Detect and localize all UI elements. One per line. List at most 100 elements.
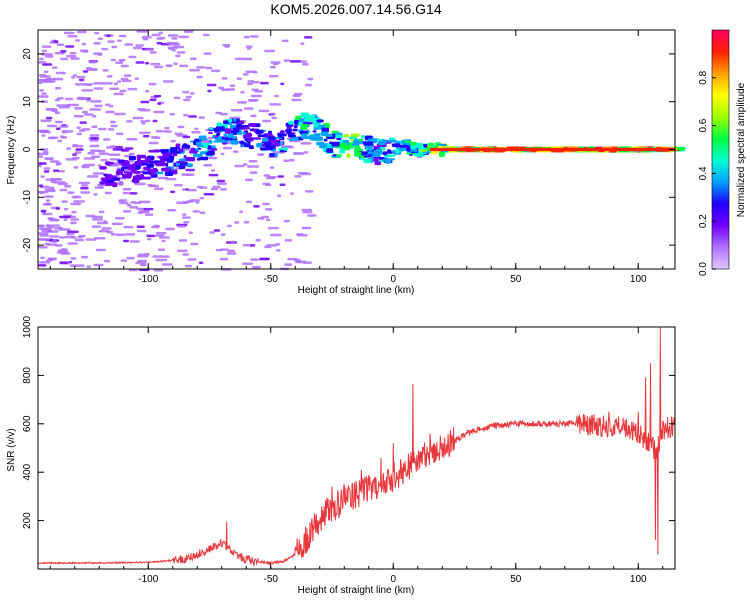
spectrogram-noise-cell: [248, 160, 258, 163]
spectrogram-noise-cell: [281, 145, 292, 148]
spectrogram-noise-cell: [176, 249, 188, 253]
spectrogram-ridge-cell: [354, 152, 362, 157]
spectrogram-noise-cell: [55, 71, 66, 75]
spectrogram-noise-cell: [302, 210, 313, 214]
spectrogram-noise-cell: [83, 163, 96, 167]
spectrogram-noise-cell: [38, 184, 44, 187]
spectrogram-noise-cell: [209, 231, 216, 234]
spectrogram-noise-cell: [117, 39, 122, 42]
spectrogram-noise-cell: [142, 135, 150, 138]
spectrogram-noise-cell: [161, 239, 166, 243]
spectrogram-noise-cell: [88, 60, 97, 64]
spectrogram-noise-cell: [218, 86, 225, 90]
spectrogram-noise-cell: [127, 87, 138, 91]
spectrogram-noise-cell: [91, 215, 103, 219]
spectrogram-noise-cell: [170, 190, 176, 194]
spectrogram-noise-cell: [220, 188, 227, 191]
spectrogram-noise-cell: [38, 164, 42, 168]
spectrogram-noise-cell: [303, 151, 309, 154]
spectrogram-noise-cell: [169, 113, 176, 116]
spectrogram-ridge-cell: [348, 144, 353, 148]
spectrogram-noise-cell: [40, 148, 49, 151]
spectrogram-noise-cell: [87, 152, 96, 155]
spectrogram-noise-cell: [38, 81, 43, 85]
spectrogram-noise-cell: [262, 182, 271, 186]
spectrogram-noise-cell: [247, 99, 257, 102]
spectrogram-noise-cell: [150, 136, 158, 139]
spectrogram-ridge-cell: [216, 139, 221, 143]
spectrogram-noise-cell: [181, 173, 190, 176]
spectrogram-noise-cell: [53, 40, 59, 43]
spectrogram-noise-cell: [100, 158, 108, 162]
spectrogram-ridge-cell: [277, 132, 283, 137]
spectrogram-ridge-cell: [200, 151, 207, 155]
spectrogram-ridge-cell: [418, 145, 422, 150]
spectrogram-noise-cell: [48, 258, 56, 261]
spectrogram-noise-cell: [207, 89, 212, 93]
spectrogram-noise-cell: [155, 234, 165, 237]
spectrogram-noise-cell: [128, 55, 137, 59]
spectrogram-noise-cell: [52, 66, 58, 69]
spectrogram-noise-cell: [106, 75, 113, 78]
spectrogram-ridge-cell: [105, 182, 114, 186]
spectrogram-ridge-cell: [208, 140, 213, 144]
spectrogram-noise-cell: [146, 234, 156, 238]
spectrogram-ridge-cell: [238, 120, 245, 125]
spectrogram-noise-cell: [160, 255, 170, 258]
spectrogram-noise-cell: [73, 115, 84, 118]
spectrogram-noise-cell: [156, 42, 163, 45]
spectrogram-noise-cell: [198, 116, 205, 119]
spectrogram-noise-cell: [245, 45, 253, 48]
x-tick-label: 100: [630, 574, 647, 585]
spectrogram-noise-cell: [230, 240, 236, 244]
spectrogram-ridge-cell: [301, 136, 310, 139]
spectrogram-ridge-cell: [305, 116, 315, 120]
spectrogram-noise-cell: [73, 166, 79, 169]
spectrogram-noise-cell: [41, 229, 48, 233]
spectrogram-noise-cell: [41, 134, 46, 137]
spectrogram-noise-cell: [129, 206, 139, 209]
spectrogram-noise-cell: [46, 225, 54, 228]
spectrogram-ridge-cell: [178, 148, 184, 153]
spectrogram-noise-cell: [81, 165, 86, 168]
x-tick-label: -100: [138, 274, 158, 285]
spectrogram-noise-cell: [279, 183, 286, 186]
spectrogram-noise-cell: [103, 259, 110, 263]
spectrogram-ridge-cell: [269, 153, 275, 157]
spectrogram-ridge-cell: [286, 131, 292, 135]
spectrogram-ridge-cell: [99, 181, 105, 185]
spectrogram-noise-cell: [206, 83, 217, 87]
spectrogram-noise-cell: [267, 226, 279, 230]
colorbar-ticks: 0.0 0.2 0.4 0.6 0.8: [698, 70, 716, 276]
y-tick-label: -10: [22, 190, 33, 205]
spectrogram-ridge-cell: [197, 157, 202, 161]
spectrogram-noise-cell: [108, 153, 121, 156]
spectrogram-noise-cell: [173, 62, 178, 65]
spectrogram-noise-cell: [118, 199, 128, 202]
spectrogram-noise-cell: [44, 195, 54, 198]
spectrogram-noise-cell: [59, 188, 68, 192]
spectrogram-noise-cell: [259, 257, 270, 261]
spectrogram-ridge-cell: [399, 144, 409, 148]
spectrogram-noise-cell: [40, 209, 47, 213]
spectrogram-noise-cell: [203, 193, 215, 196]
spectrogram-ridge-cell: [391, 150, 397, 153]
spectrogram-noise-cell: [146, 48, 154, 51]
spectrogram-noise-cell: [51, 178, 62, 181]
spectrogram-ridge-cell: [199, 156, 209, 161]
spectrogram-ridge-cell: [406, 147, 411, 152]
spectrogram-ridge-cell: [323, 138, 328, 142]
spectrogram-noise-cell: [91, 125, 98, 128]
spectrogram-noise-cell: [219, 257, 229, 261]
spectrogram-noise-cell: [115, 61, 124, 64]
spectrogram-noise-cell: [76, 132, 82, 136]
spectrogram-noise-cell: [208, 173, 219, 177]
spectrogram-noise-cell: [205, 66, 213, 70]
spectrogram-noise-cell: [199, 186, 208, 189]
spectrogram-noise-cell: [178, 35, 189, 39]
spectrogram-noise-cell: [77, 235, 83, 239]
spectrogram-noise-cell: [227, 249, 235, 253]
spectrogram-noise-cell: [70, 221, 77, 225]
spectrogram-noise-cell: [249, 171, 258, 174]
spectrogram-ridge-cell: [391, 143, 401, 147]
